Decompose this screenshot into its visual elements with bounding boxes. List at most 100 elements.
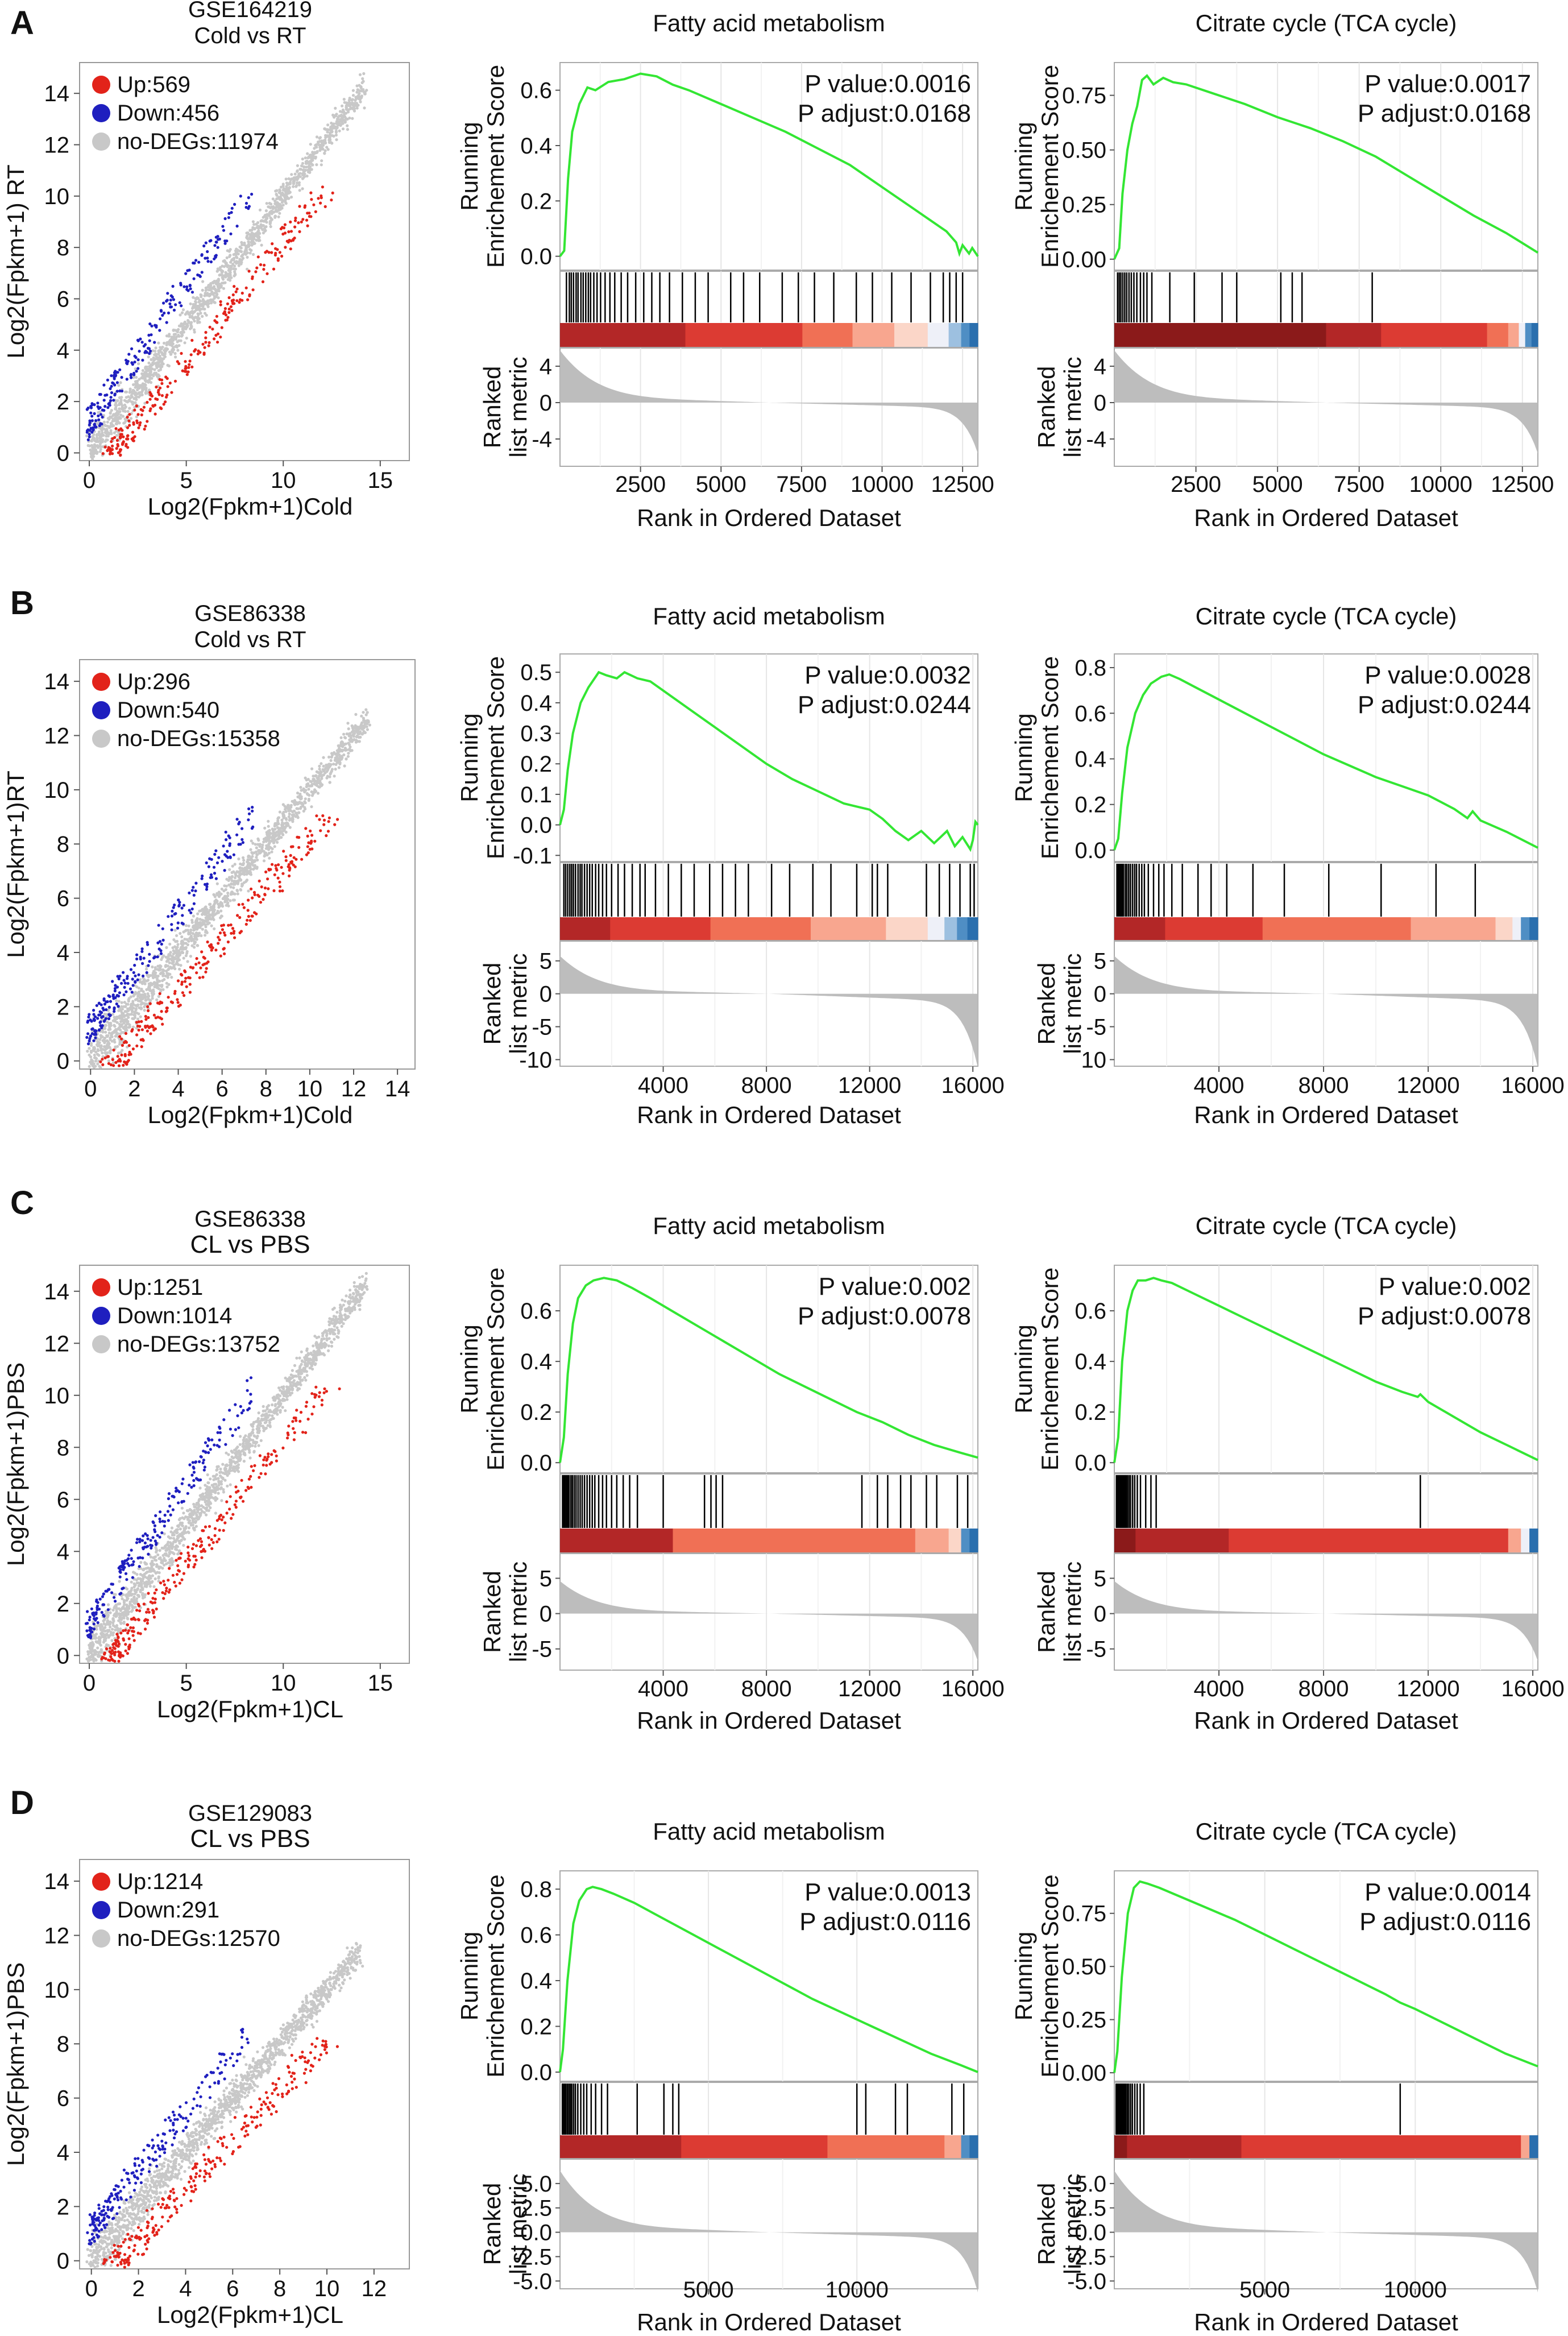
point-up bbox=[211, 328, 214, 331]
point-no-deg bbox=[245, 869, 248, 873]
es-y-tick-label: 0.2 bbox=[520, 189, 552, 214]
point-no-deg bbox=[153, 353, 156, 357]
point-no-deg bbox=[96, 1053, 99, 1056]
point-no-deg bbox=[268, 201, 271, 205]
point-no-deg bbox=[303, 806, 306, 809]
point-up bbox=[216, 341, 219, 344]
point-up bbox=[119, 454, 122, 457]
point-no-deg bbox=[129, 417, 133, 420]
point-up bbox=[117, 451, 120, 454]
point-no-deg bbox=[193, 933, 197, 937]
point-no-deg bbox=[201, 927, 204, 931]
x-tick-label: 12000 bbox=[838, 1073, 901, 1098]
point-no-deg bbox=[256, 225, 260, 228]
point-up bbox=[258, 894, 261, 898]
point-up bbox=[280, 254, 284, 258]
point-no-deg bbox=[346, 722, 350, 725]
point-no-deg bbox=[184, 929, 187, 933]
point-no-deg bbox=[337, 761, 341, 764]
point-no-deg bbox=[328, 775, 331, 778]
point-no-deg bbox=[265, 221, 268, 224]
point-no-deg bbox=[109, 431, 113, 434]
point-down bbox=[122, 993, 126, 997]
heat-band bbox=[1262, 917, 1412, 940]
point-no-deg bbox=[331, 753, 334, 756]
point-no-deg bbox=[247, 889, 250, 893]
point-no-deg bbox=[134, 380, 138, 383]
point-no-deg bbox=[246, 255, 249, 259]
point-no-deg bbox=[281, 184, 285, 188]
point-no-deg bbox=[225, 884, 228, 888]
point-up bbox=[313, 839, 317, 843]
point-down bbox=[134, 974, 137, 978]
point-no-deg bbox=[265, 202, 268, 205]
point-up bbox=[110, 440, 113, 444]
point-no-deg bbox=[197, 297, 200, 300]
point-no-deg bbox=[134, 1007, 138, 1010]
point-up bbox=[179, 972, 183, 976]
point-up bbox=[308, 214, 312, 218]
point-up bbox=[220, 326, 223, 329]
point-no-deg bbox=[89, 1055, 93, 1059]
metric-y-tick-label: 5 bbox=[540, 949, 552, 974]
point-up bbox=[119, 433, 122, 436]
point-no-deg bbox=[229, 899, 232, 902]
point-down bbox=[251, 809, 254, 813]
point-up bbox=[122, 1063, 125, 1067]
point-up bbox=[248, 919, 252, 922]
point-down bbox=[113, 394, 117, 397]
metric-y-axis-label: Rankedlist metric bbox=[479, 357, 532, 457]
point-no-deg bbox=[315, 163, 318, 167]
point-no-deg bbox=[270, 850, 273, 854]
point-down bbox=[153, 341, 156, 344]
point-no-deg bbox=[104, 1030, 107, 1034]
point-no-deg bbox=[304, 789, 308, 792]
point-no-deg bbox=[267, 848, 271, 851]
point-no-deg bbox=[363, 106, 366, 110]
point-no-deg bbox=[158, 354, 161, 358]
point-up bbox=[271, 242, 274, 246]
point-no-deg bbox=[221, 271, 224, 274]
point-no-deg bbox=[233, 270, 237, 274]
point-up bbox=[263, 263, 266, 267]
point-up bbox=[188, 976, 192, 980]
heat-band bbox=[811, 917, 886, 940]
point-no-deg bbox=[327, 1344, 330, 1348]
point-up bbox=[165, 394, 169, 397]
point-no-deg bbox=[101, 1051, 104, 1055]
heat-band bbox=[967, 917, 978, 940]
point-down bbox=[102, 383, 106, 387]
point-down bbox=[117, 1005, 120, 1008]
point-no-deg bbox=[115, 422, 119, 426]
point-no-deg bbox=[336, 118, 339, 121]
point-down bbox=[189, 911, 193, 914]
point-no-deg bbox=[301, 172, 305, 175]
point-no-deg bbox=[323, 771, 327, 774]
point-no-deg bbox=[289, 177, 293, 181]
legend-label-up: Up:296 bbox=[117, 669, 190, 694]
point-up bbox=[152, 404, 155, 408]
point-no-deg bbox=[172, 328, 175, 332]
point-down bbox=[176, 921, 180, 925]
point-down bbox=[109, 1000, 113, 1003]
point-no-deg bbox=[163, 978, 166, 981]
point-no-deg bbox=[96, 1040, 99, 1043]
metric-y-axis-label-line: list metric bbox=[1059, 953, 1086, 1054]
point-no-deg bbox=[239, 878, 243, 881]
point-up bbox=[217, 935, 220, 939]
point-no-deg bbox=[304, 156, 307, 160]
point-down bbox=[93, 1019, 96, 1022]
point-no-deg bbox=[213, 902, 217, 905]
point-no-deg bbox=[306, 793, 309, 796]
es-y-axis-label-line: Enrichement Score bbox=[482, 65, 509, 268]
point-up bbox=[143, 428, 146, 431]
point-up bbox=[203, 956, 206, 960]
point-no-deg bbox=[284, 177, 288, 181]
heat-band bbox=[944, 917, 957, 940]
point-no-deg bbox=[318, 764, 321, 768]
point-down bbox=[97, 414, 100, 417]
point-no-deg bbox=[346, 755, 350, 758]
point-no-deg bbox=[340, 756, 344, 759]
point-no-deg bbox=[205, 912, 208, 915]
point-up bbox=[289, 854, 292, 857]
